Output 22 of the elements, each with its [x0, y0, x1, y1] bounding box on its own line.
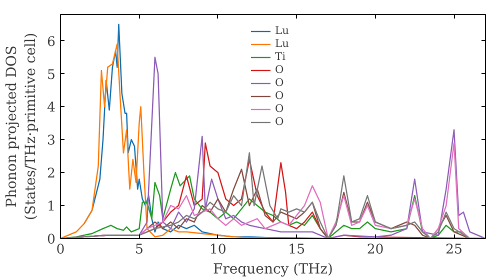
y-tick-label: 6: [47, 34, 56, 50]
x-tick-label: 15: [288, 242, 306, 258]
x-tick-label: 20: [366, 242, 384, 258]
y-tick-label: 5: [47, 68, 56, 83]
x-tick-label: 10: [209, 242, 226, 258]
y-tick-label: 0: [47, 232, 56, 248]
legend-label: Ti: [275, 50, 287, 63]
legend-label: O: [275, 76, 285, 89]
legend-label: O: [275, 89, 285, 102]
legend-label: Lu: [275, 37, 290, 50]
y-axis-title: Phonon projected DOS (States/THz·primitive cell): [4, 32, 40, 220]
y-tick-label: 3: [47, 134, 56, 149]
legend-label: Lu: [275, 24, 290, 37]
x-tick-label: 5: [134, 242, 144, 258]
y-tick-label: 4: [47, 100, 56, 116]
y-tick-label: 2: [47, 166, 56, 182]
x-axis-title: Frequency (THz): [212, 262, 334, 278]
x-tick-label: 25: [446, 242, 463, 258]
legend-label: O: [275, 102, 285, 115]
y-tick-label: 1: [47, 200, 56, 215]
legend-label: O: [275, 115, 285, 128]
legend-label: O: [275, 63, 285, 76]
